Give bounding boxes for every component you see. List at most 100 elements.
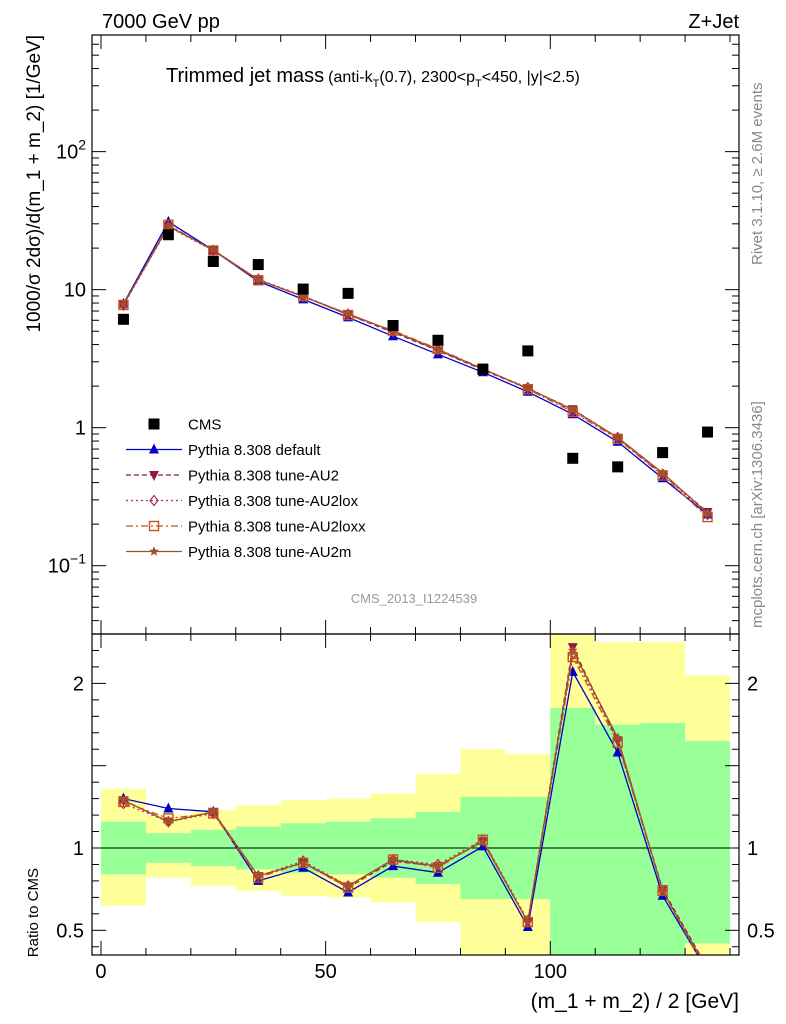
rivet-label: Rivet 3.1.10, ≥ 2.6M events — [749, 83, 766, 266]
legend-marker-au2loxx — [148, 520, 160, 532]
ratio-panel — [92, 643, 739, 978]
main-cms-point — [387, 319, 399, 331]
legend-label-cms: CMS — [188, 417, 221, 434]
ratio-au2m-point — [567, 645, 578, 655]
ratio-ytick-label: 0.5 — [56, 920, 84, 942]
plot-title-sub1: T — [373, 78, 380, 90]
main-cms-point — [252, 259, 264, 271]
band-inner-bin — [685, 741, 731, 944]
legend-label-default: Pythia 8.308 default — [188, 442, 321, 459]
plot-title: Trimmed jet mass (anti-kT(0.7), 2300<pT<4… — [166, 65, 580, 90]
ratio-au2m-point — [657, 885, 668, 895]
ratio-ytick-label-right: 0.5 — [747, 920, 775, 942]
main-cms-point — [207, 255, 219, 267]
ratio-default-point — [612, 746, 623, 757]
plot-title-detail-mid: (0.7), 2300<p — [379, 69, 475, 86]
main-cms-point — [117, 313, 129, 325]
main-au2m-point — [253, 274, 264, 284]
main-au2m-point — [567, 404, 578, 414]
main-cms-point — [342, 287, 354, 299]
ratio-au2loxx-point — [703, 969, 712, 978]
band-inner-bin — [595, 724, 641, 955]
main-ytick-label: 10−1 — [48, 551, 86, 578]
ratio-au2m-point — [118, 795, 129, 805]
legend-label-au2loxx: Pythia 8.308 tune-AU2loxx — [188, 519, 366, 536]
main-au2m-point — [343, 308, 353, 318]
ratio-ytick-label: 2 — [73, 673, 84, 695]
main-au2m-point — [522, 383, 533, 393]
ratio-au2m-point — [433, 860, 443, 871]
plot-title-sub2: T — [475, 78, 482, 90]
ratio-au2m-point — [343, 880, 353, 891]
legend: CMS Pythia 8.308 default Pythia 8.308 tune… — [126, 417, 366, 561]
main-au2m-point — [208, 244, 219, 255]
ratio-xlabel: (m_1 + m_2) / 2 [GeV] — [531, 990, 739, 1013]
mcplots-label: mcplots.cern.ch [arXiv:1306.3436] — [749, 401, 766, 628]
legend-label-au2: Pythia 8.308 tune-AU2 — [188, 468, 339, 485]
ratio-au2m-point — [298, 857, 309, 867]
main-au2m-point — [163, 221, 174, 231]
legend-label-au2m: Pythia 8.308 tune-AU2m — [188, 544, 351, 561]
ratio-xtick-label: 50 — [315, 961, 337, 983]
ratio-au2m-point — [388, 854, 398, 864]
legend-label-au2lox: Pythia 8.308 tune-AU2lox — [188, 493, 359, 510]
main-panel — [117, 215, 714, 523]
legend-marker-au2 — [149, 471, 159, 481]
main-ytick-label: 102 — [56, 137, 86, 164]
ratio-au2lox-point — [523, 914, 533, 927]
main-au2m-point — [612, 432, 623, 442]
ratio-au2m-point — [478, 836, 488, 846]
plot-title-main: Trimmed jet mass — [166, 65, 324, 87]
main-au2m-point — [702, 508, 713, 518]
main-cms-point — [657, 447, 669, 459]
main-cms-point — [702, 426, 714, 438]
ratio-ytick-label-right: 2 — [747, 673, 758, 695]
main-ylabel: 1000/σ 2dσ)/d(m_1 + m_2) [1/GeV] — [24, 35, 45, 333]
ratio-xtick-label: 0 — [95, 961, 106, 983]
main-au2m-point — [298, 291, 309, 301]
ratio-au2-point — [703, 964, 713, 974]
plot-title-detail-pre: (anti-k — [328, 69, 373, 86]
ratio-series — [92, 643, 739, 978]
ratio-default-point — [703, 965, 713, 975]
ratio-ytick-label: 1 — [73, 838, 84, 860]
ratio-ytick-label-right: 1 — [747, 838, 758, 860]
ratio-bands-clipped — [100, 634, 731, 955]
main-ytick-label: 1 — [75, 418, 86, 440]
main-ytick-label: 10 — [64, 280, 86, 302]
main-au2m-line — [122, 225, 708, 514]
analysis-id: CMS_2013_I1224539 — [351, 591, 478, 606]
ratio-au2m-point — [612, 732, 623, 742]
ratio-au2m-point — [208, 806, 219, 816]
ratio-au2lox-point — [298, 855, 308, 868]
ratio-au2m-point — [703, 965, 713, 974]
main-cms-point — [297, 283, 309, 295]
main-cms-point — [567, 452, 579, 464]
process-label: Z+Jet — [688, 11, 739, 33]
panel-frames: 10−1 1 10 102 0 50 100 0.5 0.5 1 1 2 2 — [48, 34, 775, 983]
ratio-ylabel: Ratio to CMS — [25, 868, 42, 957]
ratio-au2m-point — [522, 916, 533, 927]
ratio-au2loxx-line — [123, 654, 699, 955]
legend-marker-au2lox — [149, 494, 159, 507]
legend-marker-cms — [148, 418, 160, 430]
main-au2m-point — [118, 299, 129, 309]
main-cms-point — [477, 363, 489, 375]
main-series — [117, 215, 714, 523]
main-au2m-point — [433, 344, 443, 355]
main-cms-point — [162, 229, 174, 241]
main-cms-point — [612, 461, 624, 473]
main-cms-point — [522, 345, 534, 357]
legend-marker-default — [149, 443, 159, 454]
ratio-uncertainty-bands — [100, 634, 731, 955]
ratio-au2loxx-point — [477, 834, 489, 845]
ratio-au2m-line — [123, 648, 700, 955]
main-au2m-point — [657, 467, 668, 478]
ratio-au2m-point — [253, 870, 264, 881]
main-au2lox-point — [523, 381, 533, 394]
main-cms-point — [432, 334, 444, 346]
ratio-default-point — [163, 802, 174, 813]
ratio-xtick-label: 100 — [534, 961, 567, 983]
ratio-au2lox-point — [704, 966, 712, 976]
